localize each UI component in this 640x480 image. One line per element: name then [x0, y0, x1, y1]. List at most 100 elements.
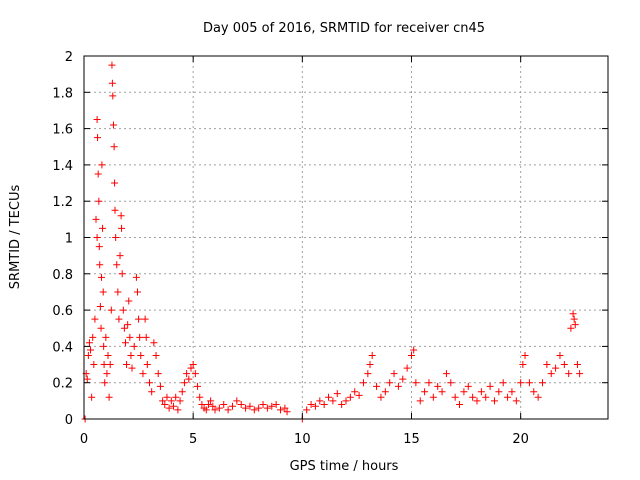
data-point [552, 364, 560, 372]
x-axis-label: GPS time / hours [290, 459, 399, 474]
data-point [560, 361, 568, 369]
data-point [477, 388, 485, 396]
y-tick-label: 0 [65, 413, 73, 428]
data-point [119, 306, 127, 314]
data-point [139, 370, 147, 378]
data-point [143, 361, 151, 369]
data-point [178, 388, 186, 396]
data-point [311, 402, 319, 410]
data-point [571, 321, 579, 329]
data-point [473, 397, 481, 405]
data-point [386, 379, 394, 387]
y-tick-label: 0.2 [52, 377, 73, 392]
data-point [325, 393, 333, 401]
axis-ticks: 00.20.40.60.811.21.41.61.820 5 10 15 20 [52, 50, 608, 447]
data-point [377, 393, 385, 401]
data-point [556, 351, 564, 359]
data-point [97, 324, 105, 332]
data-point [408, 351, 415, 359]
data-point [250, 406, 258, 414]
data-point [154, 370, 162, 378]
data-point [320, 400, 328, 408]
x-tick-label: 15 [403, 432, 420, 447]
data-point [233, 397, 241, 405]
data-point [547, 370, 555, 378]
data-point [220, 400, 228, 408]
data-point [161, 400, 169, 408]
data-point [351, 388, 359, 396]
data-point [490, 397, 498, 405]
data-point [283, 408, 291, 416]
data-point [116, 252, 124, 260]
data-point [381, 388, 389, 396]
data-point [512, 397, 520, 405]
data-point [307, 400, 315, 408]
data-point [105, 393, 113, 401]
x-tick-label: 5 [189, 432, 197, 447]
y-tick-label: 0.6 [52, 304, 73, 319]
data-point [211, 406, 219, 414]
data-point [92, 215, 100, 223]
data-point [88, 393, 96, 401]
data-point [141, 315, 149, 323]
data-point [194, 382, 202, 390]
data-point [96, 261, 104, 269]
data-point [403, 364, 411, 372]
data-point [277, 406, 284, 414]
data-point [209, 402, 217, 410]
data-point [316, 397, 324, 405]
data-point [146, 379, 153, 387]
data-point [123, 361, 131, 369]
data-point [569, 310, 577, 318]
data-point [303, 406, 311, 414]
data-point [519, 361, 527, 369]
data-point [521, 351, 529, 359]
data-point [118, 270, 126, 278]
data-point [359, 379, 367, 387]
data-point [172, 393, 180, 401]
y-tick-label: 1 [65, 232, 73, 247]
data-point [95, 243, 103, 251]
data-point [93, 116, 101, 124]
data-point [451, 393, 459, 401]
data-point [246, 402, 254, 410]
data-point [170, 402, 178, 410]
data-point [366, 361, 374, 369]
data-point [198, 400, 206, 408]
data-point [113, 261, 121, 269]
data-point [174, 406, 182, 414]
chart-title: Day 005 of 2016, SRMTID for receiver cn4… [203, 21, 485, 36]
data-point [103, 370, 111, 378]
data-point [126, 333, 134, 341]
data-point [399, 375, 407, 383]
data-point [185, 375, 193, 383]
data-point [165, 404, 173, 412]
data-point [268, 402, 276, 410]
data-point [111, 206, 119, 214]
data-point [100, 342, 108, 350]
data-point [464, 382, 472, 390]
data-point [434, 382, 442, 390]
y-tick-label: 0.8 [52, 268, 73, 283]
data-point [346, 393, 354, 401]
data-point [108, 61, 116, 69]
data-point [104, 351, 112, 359]
data-point [189, 361, 197, 369]
data-point [228, 402, 236, 410]
y-tick-label: 0.4 [52, 340, 73, 355]
data-point [97, 273, 105, 281]
data-point [112, 234, 120, 241]
x-tick-label: 10 [294, 432, 311, 447]
points-layer [81, 61, 584, 423]
data-point [99, 288, 107, 296]
data-point [180, 379, 188, 387]
data-point [438, 388, 446, 396]
data-point [570, 315, 578, 323]
data-point [89, 333, 97, 341]
y-tick-label: 2 [65, 50, 73, 65]
data-point [114, 288, 122, 296]
data-point [482, 393, 490, 401]
data-point [259, 400, 267, 408]
data-point [495, 388, 503, 396]
